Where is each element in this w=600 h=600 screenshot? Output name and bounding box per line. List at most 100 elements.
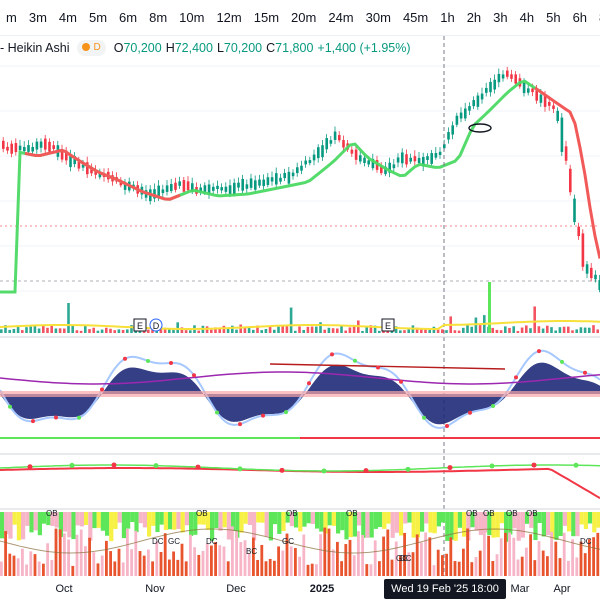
- timeframe-button-4h[interactable]: 4h: [519, 9, 535, 25]
- histogram-top-block: [411, 512, 416, 538]
- candle: [501, 74, 505, 79]
- histogram-bar: [205, 543, 209, 576]
- candle: [317, 147, 320, 159]
- candle: [426, 156, 429, 160]
- histogram-bar: [168, 559, 171, 576]
- histogram-top-block: [277, 512, 282, 534]
- volume-bar: [529, 328, 532, 333]
- candle: [170, 184, 173, 192]
- histogram-bar: [159, 551, 163, 576]
- timeframe-button-5m[interactable]: 5m: [88, 9, 108, 25]
- volume-bar: [79, 330, 83, 333]
- histogram-top-block: [399, 512, 404, 536]
- volume-bar: [147, 329, 150, 333]
- candle: [186, 181, 190, 191]
- candle: [73, 156, 76, 165]
- histogram-top-block: [46, 512, 51, 526]
- candle: [174, 182, 177, 190]
- candle: [514, 74, 517, 84]
- oscillator-signal-dot: [399, 379, 403, 384]
- histogram-top-block: [239, 512, 244, 533]
- histogram-top-block: [583, 512, 588, 529]
- timeframe-button-m[interactable]: m: [6, 9, 17, 25]
- earnings-marker-icon: [381, 318, 395, 332]
- volume-bar: [491, 327, 494, 333]
- histogram-bar: [315, 564, 318, 576]
- candle: [388, 162, 391, 173]
- volume-bar: [197, 330, 200, 333]
- timeframe-button-5h[interactable]: 5h: [546, 9, 561, 25]
- histogram-bar: [281, 550, 285, 576]
- histogram-top-block: [168, 512, 173, 530]
- candle: [283, 172, 286, 179]
- timeframe-button-3m[interactable]: 3m: [28, 9, 47, 25]
- histogram-bar: [214, 542, 217, 576]
- histogram-bar: [499, 538, 503, 576]
- timeframe-button-8m[interactable]: 8m: [149, 9, 168, 25]
- histogram-top-block: [71, 512, 76, 540]
- xaxis-label-apr: Apr: [553, 583, 571, 595]
- histogram-bar: [516, 559, 520, 576]
- histogram-bar: [268, 558, 272, 576]
- histogram-bar: [567, 560, 570, 576]
- volume-bar: [4, 325, 7, 333]
- candle: [123, 182, 127, 190]
- volume-bar: [533, 306, 536, 333]
- histogram-bar: [357, 531, 360, 576]
- time-axis[interactable]: Oct Nov Dec 2025 Mar Apr: [0, 576, 600, 600]
- candle: [224, 186, 228, 192]
- histogram-top-block: [327, 512, 332, 526]
- volume-bar: [54, 328, 58, 333]
- timeframe-button-20m[interactable]: 20m: [291, 9, 317, 25]
- volume-bar: [273, 329, 276, 333]
- histogram-top-block: [226, 512, 231, 540]
- volume-bar: [168, 328, 171, 333]
- legend-badge[interactable]: D: [77, 40, 106, 56]
- timeframe-button-6m[interactable]: 6m: [119, 9, 138, 25]
- high-label: H: [165, 41, 175, 55]
- oscillator-signal-dot: [215, 410, 219, 415]
- histogram-bar: [294, 548, 297, 576]
- timeframe-button-15m[interactable]: 15m: [253, 9, 280, 25]
- volume-bar: [67, 302, 70, 333]
- oscillator-signal-dot: [307, 381, 311, 386]
- oscillator-signal-dot: [123, 356, 127, 361]
- candle: [329, 140, 333, 144]
- candle: [367, 160, 370, 165]
- timeframe-button-10m[interactable]: 10m: [179, 9, 205, 25]
- volume-bar: [445, 330, 448, 333]
- timeframe-button-24m[interactable]: 24m: [328, 9, 354, 25]
- volume-bar: [189, 330, 192, 333]
- histogram-bar: [512, 537, 516, 576]
- histogram-bar: [252, 537, 255, 576]
- candle: [359, 155, 362, 162]
- candle: [543, 96, 547, 107]
- timeframe-button-8h[interactable]: 8h: [593, 4, 600, 32]
- timeframe-button-6h[interactable]: 6h: [572, 9, 588, 25]
- candle: [585, 264, 589, 274]
- oscillator-signal-dot: [445, 424, 449, 428]
- volume-bar: [466, 325, 469, 333]
- timeframe-button-3h[interactable]: 3h: [493, 9, 508, 25]
- volume-bar: [495, 329, 499, 333]
- timeframe-button-30m[interactable]: 30m: [365, 9, 391, 25]
- histogram-top-block: [134, 512, 139, 533]
- chart-area[interactable]: E D E OB OB OB OB OB OB OB OB DC GC DC BC GC DC GC DC: [0, 36, 600, 576]
- volume-bar: [184, 330, 188, 333]
- histogram-top-block: [147, 512, 152, 537]
- macd-cross-dot: [573, 462, 579, 468]
- timeframe-button-4m[interactable]: 4m: [58, 9, 77, 25]
- xaxis-label-mar: Mar: [510, 583, 530, 595]
- candle: [6, 146, 9, 151]
- timeframe-button-2h[interactable]: 2h: [466, 9, 482, 25]
- volume-bar: [567, 326, 570, 333]
- candle: [308, 160, 312, 164]
- histogram-top-block: [478, 512, 483, 536]
- timeframe-button-12m[interactable]: 12m: [216, 9, 242, 25]
- histogram-top-block: [294, 512, 299, 528]
- volume-bar: [84, 325, 87, 333]
- timeframe-button-1h[interactable]: 1h: [440, 9, 455, 25]
- volume-bar: [315, 326, 318, 333]
- timeframe-button-45m[interactable]: 45m: [402, 9, 429, 25]
